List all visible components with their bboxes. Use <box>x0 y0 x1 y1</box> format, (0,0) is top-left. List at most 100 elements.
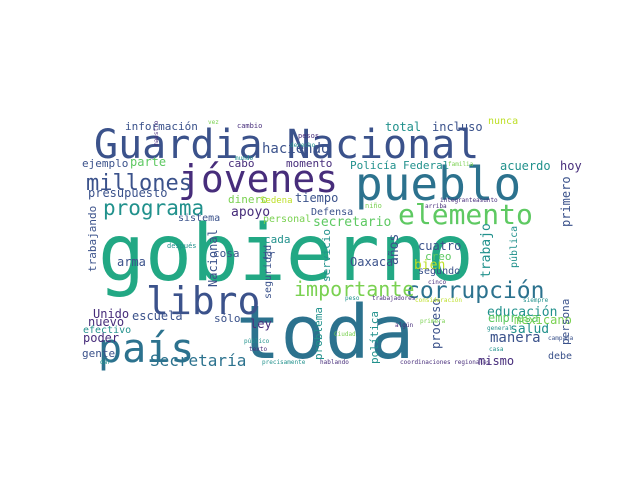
word-arma: arma <box>117 255 146 269</box>
word-casa: casa <box>489 346 504 353</box>
word-anos: años <box>387 234 402 265</box>
word-oaxaca: Oaxaca <box>350 255 393 269</box>
word-total: total <box>385 120 421 134</box>
word-integrante: integrante <box>440 197 477 204</box>
word-derecho: derecho <box>290 142 316 149</box>
word-poder: poder <box>83 331 119 345</box>
word-nacional: Nacional <box>206 229 220 287</box>
word-toda: toda <box>236 290 414 376</box>
word-solo: sólo <box>214 312 241 325</box>
word-dar: dar <box>100 359 111 366</box>
word-haciendo: haciendo <box>262 141 329 157</box>
word-primera: primera <box>420 318 446 325</box>
word-educacion: educación <box>487 305 557 320</box>
word-apoyo: apoyo <box>231 205 270 220</box>
word-gente: gente <box>82 347 115 360</box>
word-policia-federal: Policía Federal <box>350 159 449 172</box>
word-momento: momento <box>286 157 332 170</box>
word-ciudad: Ciudad <box>334 331 356 338</box>
word-secretario: secretario <box>313 215 391 230</box>
word-cosa: cosa <box>213 247 240 260</box>
word-tiempo: tiempo <box>295 191 338 205</box>
word-primero: primero <box>559 176 573 227</box>
word-trabajando: trabajando <box>86 206 99 272</box>
word-informacion: información <box>125 120 198 133</box>
word-trabajo: trabajo <box>479 223 494 278</box>
word-ejemplo: ejemplo <box>82 157 128 170</box>
word-problema: problema <box>312 307 325 360</box>
word-pesos: pesos <box>298 132 319 140</box>
word-defensa: Defensa <box>311 207 353 218</box>
word-elemento: elemento <box>398 198 533 231</box>
word-hablando: hablando <box>320 359 349 366</box>
word-personal: personal <box>263 214 311 225</box>
word-campana: campaña <box>548 335 574 342</box>
word-coordinaciones-regionales: coordinaciones regionales <box>400 359 491 366</box>
word-familia: familia <box>448 161 474 168</box>
word-cada: cada <box>264 233 291 246</box>
word-incluso: incluso <box>432 120 483 134</box>
word-publica: pública <box>508 226 520 268</box>
word-vez: vez <box>208 119 219 126</box>
word-mexicano: mexicano <box>514 313 572 327</box>
word-nuevo: nuevo <box>88 315 124 329</box>
word-mismo: mismo <box>478 354 514 368</box>
word-debe: debe <box>548 351 572 362</box>
word-cabo: cabo <box>228 157 255 170</box>
word-pueblo: pueblo <box>355 157 521 211</box>
word-creo: creo <box>425 250 452 263</box>
word-persona: persona <box>559 299 572 345</box>
word-consideracion: consideración <box>415 297 462 304</box>
word-parte: parte <box>130 155 166 169</box>
word-segundo: segundo <box>418 266 460 277</box>
word-mundo: mundo <box>235 155 253 162</box>
word-corrupcion: corrupción <box>406 278 544 304</box>
word-empresa: empresa <box>488 311 539 325</box>
word-millones: millones <box>86 171 192 196</box>
word-publico: público <box>244 338 270 345</box>
word-peso: peso <box>345 295 360 302</box>
word-dinero: dinero <box>228 193 268 206</box>
word-cuatro: cuatro <box>418 239 461 253</box>
word-servicio: servicio <box>320 229 333 282</box>
word-presupuesto: presupuesto <box>88 186 167 200</box>
word-politica: política <box>368 311 381 364</box>
word-ley: ley <box>250 317 272 331</box>
word-proceso: proceso <box>429 298 443 349</box>
word-salud: salud <box>510 322 549 337</box>
word-hoy: hoy <box>560 159 582 173</box>
word-arriba: arriba <box>425 203 447 210</box>
word-guardia-nacional: Guardia Nacional <box>94 122 479 168</box>
word-escuela: escuela <box>132 309 183 323</box>
word-pais: país <box>98 326 194 372</box>
word-cloud-background <box>85 115 585 365</box>
word-manera: manera <box>490 330 541 346</box>
word-jovenes: jóvenes <box>178 157 338 201</box>
word-nino: niño <box>365 202 382 210</box>
word-nunca: nunca <box>488 116 518 127</box>
word-seguridad: seguridad <box>263 245 274 299</box>
word-sedena: Sedena <box>260 196 293 206</box>
word-gobierno: gobierno <box>98 209 474 299</box>
word-asunto: asunto <box>476 197 498 204</box>
word-unido: Unido <box>93 307 129 321</box>
word-programa: programa <box>103 196 204 220</box>
word-cinco: cinco <box>428 279 446 286</box>
word-maestro: maestro <box>153 120 160 146</box>
word-trabajadores: trabajadores <box>372 295 416 302</box>
word-texto: texto <box>249 346 267 353</box>
word-acuerdo: acuerdo <box>500 159 551 173</box>
word-cambio: cambio <box>237 122 262 130</box>
word-siempre: siempre <box>523 297 549 304</box>
word-despues: después <box>167 242 197 250</box>
word-importante: importante <box>294 277 414 301</box>
word-sistema: sistema <box>178 213 220 224</box>
word-general: general <box>487 325 513 332</box>
word-algun: algún <box>395 322 413 329</box>
word-libro: libro <box>146 279 260 323</box>
word-secretaria: Secretaría <box>150 351 246 370</box>
word-ir: ir <box>262 248 276 261</box>
word-bien: bien <box>414 258 445 273</box>
